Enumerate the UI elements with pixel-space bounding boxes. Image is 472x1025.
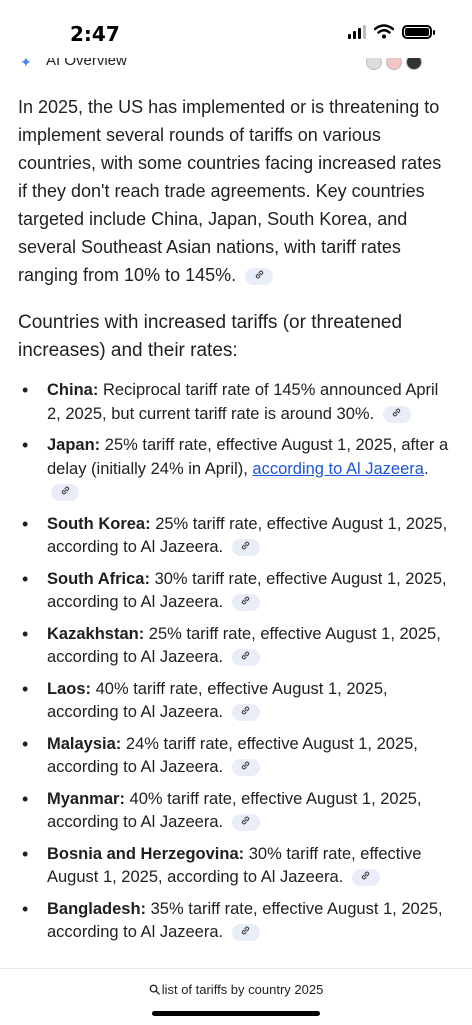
country-name: Bangladesh:	[47, 899, 147, 918]
link-icon[interactable]	[231, 814, 260, 832]
country-name: Japan:	[47, 436, 101, 454]
tariff-detail: 40% tariff rate, effective August 1, 202…	[47, 679, 388, 722]
tariff-detail: 35% tariff rate, effective August 1, 202…	[47, 899, 443, 942]
link-icon[interactable]	[231, 649, 260, 667]
link-icon[interactable]	[231, 594, 260, 612]
sparkle-icon: ✦	[20, 58, 32, 70]
source-avatars[interactable]	[366, 58, 422, 70]
tariff-detail: Reciprocal tariff rate of 145% announced…	[47, 381, 439, 423]
country-name: Bosnia and Herzegovina:	[47, 844, 245, 863]
country-name: Myanmar:	[47, 789, 125, 808]
list-item: China: Reciprocal tariff rate of 145% an…	[18, 379, 454, 426]
list-item: Kazakhstan: 25% tariff rate, effective A…	[18, 623, 454, 670]
list-item: Japan: 25% tariff rate, effective August…	[18, 434, 454, 505]
tariff-detail: 24% tariff rate, effective August 1, 202…	[47, 734, 418, 777]
search-query[interactable]: list of tariffs by country 2025	[0, 982, 472, 997]
country-name: South Africa:	[47, 569, 150, 588]
ai-overview-header: ✦ AI Overview	[20, 58, 452, 76]
search-icon	[149, 984, 160, 995]
section-heading: Countries with increased tariffs (or thr…	[18, 312, 403, 361]
intro-text: In 2025, the US has implemented or is th…	[18, 97, 442, 285]
country-name: China:	[47, 381, 99, 399]
link-icon[interactable]	[231, 704, 260, 722]
intro-paragraph: In 2025, the US has implemented or is th…	[18, 93, 454, 289]
tariff-detail-tail: .	[423, 459, 429, 478]
link-icon[interactable]	[231, 759, 260, 777]
status-time: 2:47	[70, 22, 120, 46]
source-avatar-icon	[386, 58, 402, 70]
search-query-text: list of tariffs by country 2025	[161, 982, 324, 997]
tariff-detail: 30% tariff rate, effective August 1, 202…	[47, 569, 447, 612]
country-name: Malaysia:	[47, 734, 122, 753]
tariff-detail: 25% tariff rate, effective August 1, 202…	[47, 436, 449, 478]
tariff-detail: 30% tariff rate, effective August 1, 202…	[47, 844, 422, 887]
tariff-list: China: Reciprocal tariff rate of 145% an…	[18, 379, 454, 945]
list-item: South Africa: 30% tariff rate, effective…	[18, 568, 454, 615]
status-icons	[348, 24, 435, 39]
ai-overview-content: In 2025, the US has implemented or is th…	[18, 93, 454, 953]
list-item: Laos: 40% tariff rate, effective August …	[18, 678, 454, 725]
tariff-detail: 25% tariff rate, effective August 1, 202…	[47, 624, 441, 667]
tariff-detail: 40% tariff rate, effective August 1, 202…	[47, 789, 422, 832]
source-avatar-icon	[406, 58, 422, 70]
list-item: Malaysia: 24% tariff rate, effective Aug…	[18, 733, 454, 780]
source-avatar-icon	[366, 58, 382, 70]
list-item: Bosnia and Herzegovina: 30% tariff rate,…	[18, 843, 454, 890]
source-link[interactable]: according to Al Jazeera	[252, 459, 424, 478]
link-icon[interactable]	[51, 484, 79, 502]
tariff-detail: 25% tariff rate, effective August 1, 202…	[47, 514, 448, 557]
wifi-icon	[374, 24, 394, 39]
ai-overview-title: AI Overview	[46, 58, 127, 69]
link-icon[interactable]	[351, 869, 380, 887]
list-item: Myanmar: 40% tariff rate, effective Augu…	[18, 788, 454, 835]
list-item: South Korea: 25% tariff rate, effective …	[18, 513, 454, 560]
link-icon[interactable]	[231, 539, 260, 557]
bottom-search-bar[interactable]: list of tariffs by country 2025	[0, 968, 472, 1025]
cellular-signal-icon	[348, 24, 366, 39]
home-indicator[interactable]	[152, 1011, 320, 1016]
status-bar: 2:47	[0, 0, 472, 64]
battery-icon	[402, 24, 435, 39]
country-name: South Korea:	[47, 514, 151, 533]
country-name: Laos:	[47, 679, 92, 698]
country-name: Kazakhstan:	[47, 624, 145, 643]
list-item: Bangladesh: 35% tariff rate, effective A…	[18, 898, 454, 945]
link-icon[interactable]	[231, 924, 260, 942]
link-icon[interactable]	[245, 267, 274, 285]
link-icon[interactable]	[382, 405, 411, 423]
